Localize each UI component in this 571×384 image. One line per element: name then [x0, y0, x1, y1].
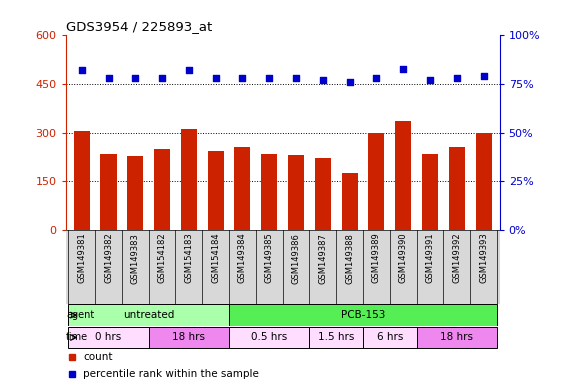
- Point: [265, 75, 274, 81]
- Bar: [395, 121, 411, 230]
- Text: GSM149381: GSM149381: [77, 233, 86, 283]
- Bar: [235, 147, 251, 230]
- Bar: [261, 154, 278, 230]
- Text: GSM149384: GSM149384: [238, 233, 247, 283]
- Point: [184, 67, 194, 73]
- Point: [452, 75, 461, 81]
- Bar: [341, 173, 357, 230]
- Bar: [74, 131, 90, 230]
- Text: count: count: [83, 351, 112, 362]
- Bar: [229, 305, 497, 326]
- Text: 18 hrs: 18 hrs: [172, 333, 206, 343]
- Bar: [229, 327, 309, 348]
- Bar: [368, 132, 384, 230]
- Point: [345, 78, 354, 84]
- Text: 0 hrs: 0 hrs: [95, 333, 122, 343]
- Point: [77, 67, 86, 73]
- Text: GSM149389: GSM149389: [372, 233, 381, 283]
- Bar: [100, 154, 116, 230]
- Bar: [181, 129, 197, 230]
- Point: [318, 77, 327, 83]
- Bar: [309, 327, 363, 348]
- Point: [211, 75, 220, 81]
- Text: GSM149387: GSM149387: [318, 233, 327, 283]
- Text: GSM149392: GSM149392: [452, 233, 461, 283]
- Bar: [288, 155, 304, 230]
- Point: [425, 76, 435, 83]
- Bar: [154, 149, 170, 230]
- Point: [291, 75, 300, 81]
- Point: [158, 74, 167, 81]
- Text: 1.5 hrs: 1.5 hrs: [318, 333, 355, 343]
- Text: GSM149385: GSM149385: [265, 233, 274, 283]
- Text: GSM154182: GSM154182: [158, 233, 167, 283]
- Text: GSM149391: GSM149391: [425, 233, 435, 283]
- Bar: [127, 156, 143, 230]
- Point: [131, 75, 140, 81]
- Text: GSM149386: GSM149386: [292, 233, 300, 283]
- Text: GSM149383: GSM149383: [131, 233, 140, 283]
- Text: GSM149382: GSM149382: [104, 233, 113, 283]
- Text: GSM149388: GSM149388: [345, 233, 354, 283]
- Bar: [422, 154, 438, 230]
- Text: agent: agent: [66, 310, 94, 320]
- Text: GSM149390: GSM149390: [399, 233, 408, 283]
- Text: GSM154184: GSM154184: [211, 233, 220, 283]
- Bar: [148, 327, 229, 348]
- Bar: [208, 151, 224, 230]
- Point: [399, 66, 408, 72]
- Text: PCB-153: PCB-153: [341, 310, 385, 320]
- Bar: [315, 158, 331, 230]
- Bar: [449, 147, 465, 230]
- Text: GSM149393: GSM149393: [479, 233, 488, 283]
- Text: 0.5 hrs: 0.5 hrs: [251, 333, 287, 343]
- Bar: [417, 327, 497, 348]
- Bar: [363, 327, 417, 348]
- Point: [372, 74, 381, 81]
- Bar: [69, 327, 148, 348]
- Bar: [69, 305, 229, 326]
- Text: 18 hrs: 18 hrs: [440, 333, 473, 343]
- Text: percentile rank within the sample: percentile rank within the sample: [83, 369, 259, 379]
- Point: [104, 74, 113, 81]
- Text: untreated: untreated: [123, 310, 174, 320]
- Bar: [476, 132, 492, 230]
- Text: time: time: [66, 333, 89, 343]
- Text: 6 hrs: 6 hrs: [377, 333, 403, 343]
- Point: [238, 74, 247, 81]
- Point: [479, 73, 488, 79]
- Text: GSM154183: GSM154183: [184, 233, 194, 283]
- Text: GDS3954 / 225893_at: GDS3954 / 225893_at: [66, 20, 212, 33]
